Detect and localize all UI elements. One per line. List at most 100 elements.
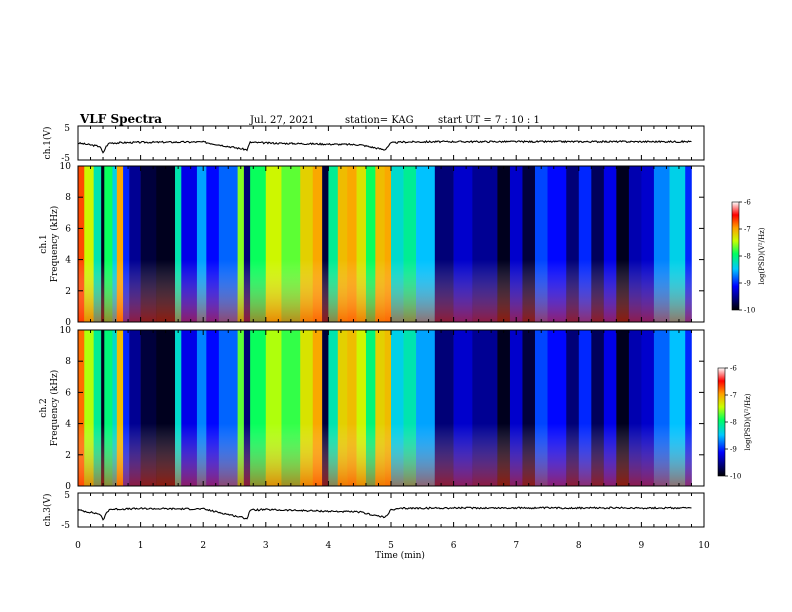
- ch1-spectrogram-cell: [243, 166, 251, 322]
- ch1-spectrogram-cell: [181, 166, 198, 322]
- ch1-spectrogram-cell: [375, 166, 386, 322]
- ch1-spectrogram-cell: [140, 166, 157, 322]
- ch1-spectrogram-cell-lowfreq: [628, 166, 642, 322]
- ch1-spectrogram-cell-lowfreq: [112, 166, 118, 322]
- time-axis-tick-label: 4: [326, 541, 332, 551]
- ch1-spectrogram-cell-lowfreq: [78, 166, 85, 322]
- ch2-spectrogram-cell-lowfreq: [112, 330, 118, 486]
- ch2-spectrogram-cell: [416, 330, 436, 486]
- time-axis-tick-label: 7: [513, 541, 519, 551]
- ch1-spectrogram-yticks: 0 2 4 6 8 10: [60, 162, 704, 328]
- ch1-spectrogram-cell-lowfreq: [384, 166, 392, 322]
- ch1-spectrogram-cell: [328, 166, 339, 322]
- ch1-spectrogram-xticks: [77, 166, 705, 322]
- time-axis-tick-label: 3: [263, 541, 269, 551]
- ch2-spectrogram-cell: [312, 330, 323, 486]
- time-axis-tick-label: 8: [576, 541, 582, 551]
- time-axis-tick-labels: 0 1 2 3 4 5 6 7 8 9 10: [75, 541, 710, 551]
- ch2-spectrogram-cell: [522, 330, 536, 486]
- ch2-spectrogram-cell: [78, 330, 85, 486]
- ch2-spectrogram-cell: [453, 330, 473, 486]
- ch1-spectrogram-cell: [522, 166, 536, 322]
- ch1-spectrogram-ytick-label: 4: [65, 256, 71, 266]
- ch1-spectrogram-cell: [566, 166, 580, 322]
- ch2-spectrogram-cell: [434, 330, 454, 486]
- ch2-spectrogram-cell: [384, 330, 392, 486]
- ch1-spectrogram-cell-lowfreq: [175, 166, 182, 322]
- ch1-spectrogram-cell-lowfreq: [322, 166, 329, 322]
- ch2-spectrogram-cell: [175, 330, 182, 486]
- ch2-spectrogram-cell-lowfreq: [616, 330, 630, 486]
- time-axis-tick-label: 6: [451, 541, 457, 551]
- ch2-spectrogram-cell-lowfreq: [104, 330, 113, 486]
- ch1-spectrogram-cell: [434, 166, 454, 322]
- time-axis-tick-label: 0: [75, 541, 81, 551]
- ch1-spectrogram-ytick-label: 8: [65, 193, 71, 203]
- ch2-spectrogram-cell: [196, 330, 207, 486]
- ch2-spectrogram-xticks: [77, 330, 705, 486]
- ch2-spectrogram-cell: [322, 330, 329, 486]
- ch2-spectrogram-cell: [337, 330, 348, 486]
- ch2-spectrogram-cell: [281, 330, 301, 486]
- ch2-spectrogram-cell: [104, 330, 113, 486]
- ch2-spectrogram-cell: [669, 330, 686, 486]
- ch1-ytick-bottom: -5: [61, 154, 70, 164]
- ch1-spectrogram-cell: [237, 166, 245, 322]
- ch2-spectrogram-cell-lowfreq: [218, 330, 238, 486]
- ch1-spectrogram-cell-lowfreq: [93, 166, 102, 322]
- ch1-spectrogram-cell-lowfreq: [472, 166, 498, 322]
- ch2-spectrogram-cell: [391, 330, 404, 486]
- ch2-spectrogram-ytick-label: 10: [60, 326, 72, 336]
- ch2-spectrogram-cell-lowfreq: [403, 330, 417, 486]
- colorbar-tick-label: -8: [744, 253, 751, 261]
- ch2-spectrogram-cell-lowfreq: [140, 330, 157, 486]
- ch2-spectrogram-cell-lowfreq: [243, 330, 251, 486]
- chart-title: VLF Spectra: [79, 112, 162, 126]
- ch2-colorbar: -6 -7 -8 -9 -10 log(PSD)(V²/Hz): [717, 365, 752, 481]
- ch1-spectrogram-cell-lowfreq: [84, 166, 94, 322]
- ch2-spectrogram-cell: [365, 330, 376, 486]
- ch1-spectrogram-cell: [322, 166, 329, 322]
- ch1-spectrogram-cell-lowfreq: [509, 166, 523, 322]
- ch1-spectrogram-cell-lowfreq: [123, 166, 130, 322]
- ch1-spectrogram-cell: [112, 166, 118, 322]
- ch2-spectrogram-cell-lowfreq: [196, 330, 207, 486]
- ch2-spectrogram-cell-lowfreq: [641, 330, 655, 486]
- ch1-spectrogram-cell-lowfreq: [497, 166, 511, 322]
- ch1-spectrogram-cell-lowfreq: [391, 166, 404, 322]
- ch1-spectrogram-ytick-label: 2: [65, 287, 71, 297]
- ch2-colorbar-gradient: [717, 367, 726, 477]
- ch2-spectrogram-cell-lowfreq: [547, 330, 567, 486]
- ch1-spectrogram-cell: [300, 166, 314, 322]
- time-axis-tick-label: 2: [200, 541, 206, 551]
- ch1-spectrogram-ylabel-channel: ch.1: [39, 234, 49, 253]
- ch2-spectrogram-cell-lowfreq: [685, 330, 692, 486]
- ch2-spectrogram-cell-lowfreq: [534, 330, 548, 486]
- ch2-spectrogram-cell: [93, 330, 102, 486]
- ch1-spectrogram-cell-lowfreq: [243, 166, 251, 322]
- ch2-spectrogram-cell-lowfreq: [566, 330, 580, 486]
- ch2-spectrogram-cell: [265, 330, 282, 486]
- ch1-voltage-xticks: [77, 126, 705, 160]
- ch2-spectrogram-cell: [84, 330, 94, 486]
- ch2-spectrogram-cell-lowfreq: [93, 330, 102, 486]
- ch2-spectrogram-ytick-label: 2: [65, 451, 71, 461]
- ch2-spectrogram-cell: [375, 330, 386, 486]
- ch2-spectrogram-cell-lowfreq: [416, 330, 436, 486]
- ch2-spectrogram-image: [78, 330, 704, 486]
- ch1-ytick-top: 5: [64, 124, 70, 134]
- ch2-spectrogram-cell-lowfreq: [300, 330, 314, 486]
- ch2-colorbar-ticks: -6 -7 -8 -9 -10: [725, 365, 741, 481]
- ch1-spectrogram-cell: [534, 166, 548, 322]
- ch1-spectrogram-cell: [641, 166, 655, 322]
- ch1-spectrogram-cell-lowfreq: [250, 166, 267, 322]
- ch1-colorbar-label: log(PSD)(V²/Hz): [758, 227, 766, 284]
- ch3-voltage-ylabel: ch.3(V): [42, 494, 53, 527]
- start-time-label: start UT = 7 : 10 : 1: [438, 115, 540, 126]
- ch1-spectrogram-cell: [312, 166, 323, 322]
- ch2-spectrogram-cell: [206, 330, 220, 486]
- ch1-spectrogram-cell: [653, 166, 670, 322]
- ch3-voltage-panel: 5 -5 ch.3(V) 0 1 2 3 4 5 6 7 8 9 10 Time (min): [42, 491, 710, 561]
- ch1-spectrogram-cell-lowfreq: [101, 166, 105, 322]
- ch1-spectrogram-cell-lowfreq: [265, 166, 282, 322]
